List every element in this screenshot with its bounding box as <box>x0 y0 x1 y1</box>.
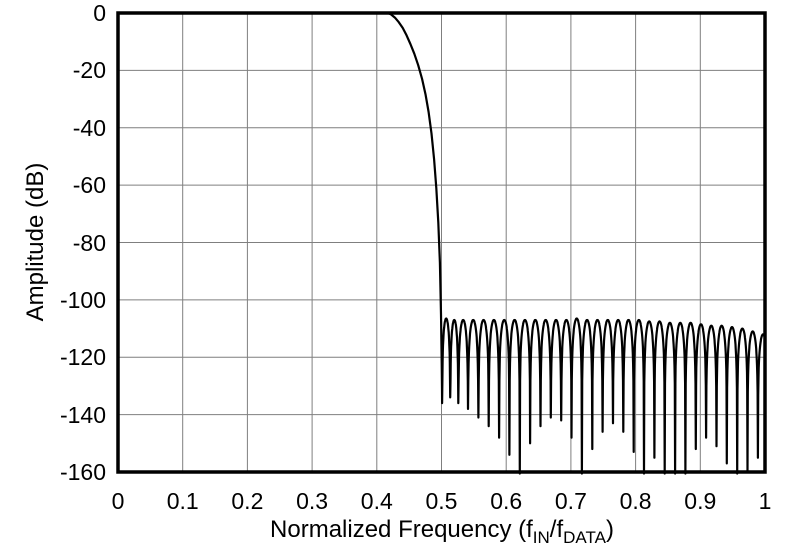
x-axis-title-slash: /f <box>549 516 564 543</box>
y-axis-title: Amplitude (dB) <box>22 162 49 322</box>
x-tick-label-0.5: 0.5 <box>425 488 458 514</box>
x-tick-label-1: 1 <box>758 488 772 514</box>
x-axis-title: Normalized Frequency (fIN/fDATA) <box>270 516 614 548</box>
y-tick-label--160: -160 <box>59 459 106 485</box>
x-axis-title-sub-in: IN <box>532 527 550 547</box>
y-tick-label--140: -140 <box>59 401 106 428</box>
filter-response-curve <box>116 11 767 475</box>
x-tick-label-0.4: 0.4 <box>360 488 393 514</box>
plot-frame <box>116 11 767 474</box>
x-axis-title-text: Normalized Frequency (f <box>270 516 533 543</box>
x-tick-label-0.2: 0.2 <box>231 488 264 514</box>
y-tick-label--100: -100 <box>59 286 106 313</box>
x-tick-label-0: 0 <box>111 488 125 514</box>
x-tick-label-0.8: 0.8 <box>619 488 652 514</box>
y-tick-label--120: -120 <box>59 344 106 371</box>
x-axis-title-sub-data: DATA <box>563 527 606 547</box>
y-tick-label--20: -20 <box>72 57 106 84</box>
y-tick-label-0: 0 <box>93 0 106 26</box>
y-tick-label--40: -40 <box>72 114 106 141</box>
x-tick-label-0.3: 0.3 <box>296 488 329 514</box>
y-tick-label--80: -80 <box>72 229 106 256</box>
x-tick-label-0.7: 0.7 <box>554 488 587 514</box>
x-axis-title-close: ) <box>605 516 614 543</box>
x-tick-label-0.1: 0.1 <box>166 488 199 514</box>
x-tick-label-0.6: 0.6 <box>490 488 523 514</box>
y-tick-label--60: -60 <box>72 172 106 199</box>
x-tick-label-0.9: 0.9 <box>684 488 717 514</box>
